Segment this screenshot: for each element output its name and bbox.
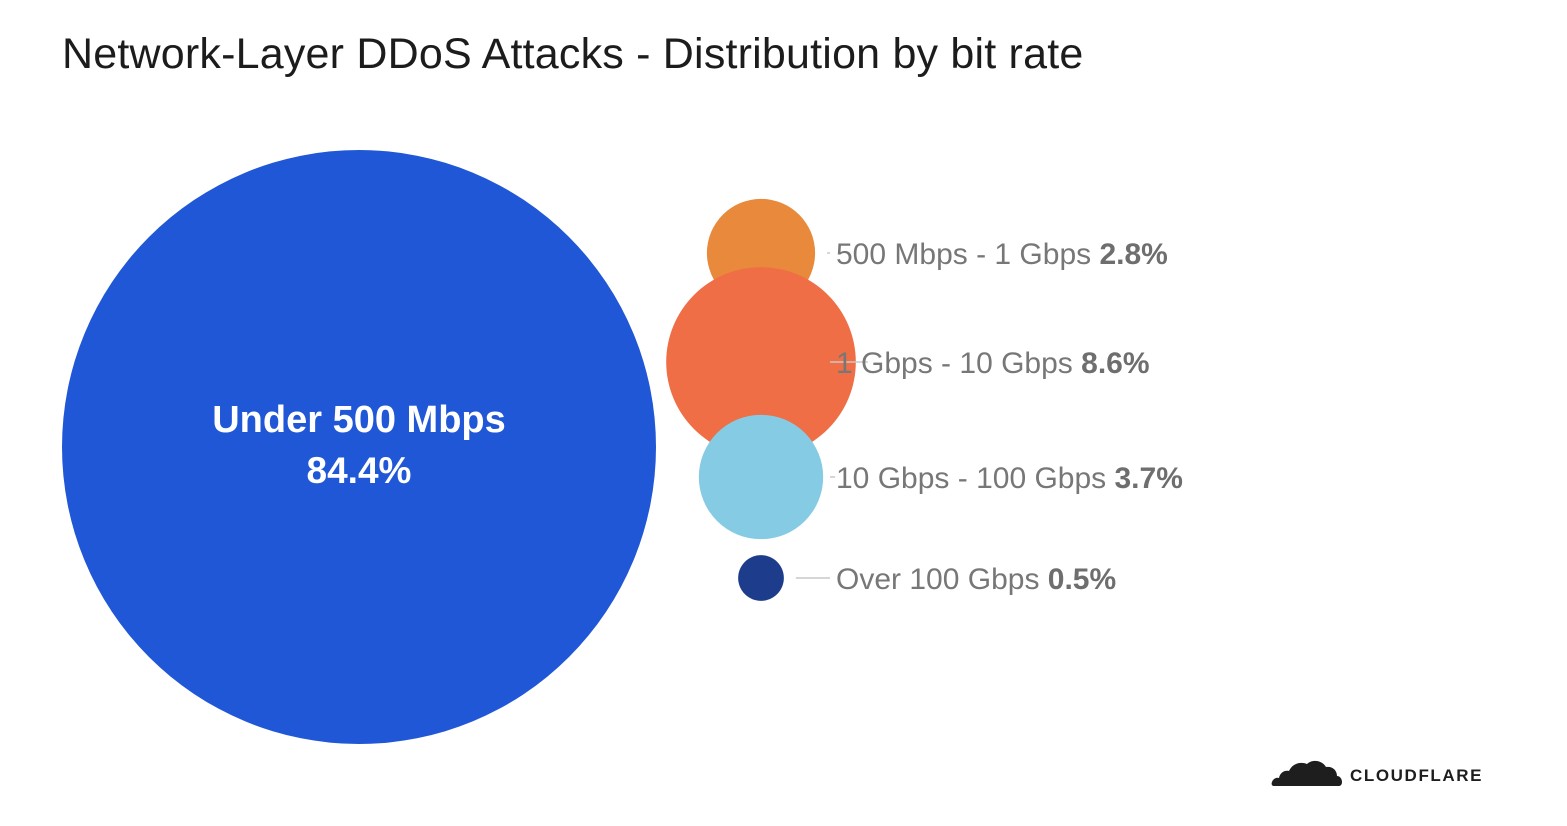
legend-category-4: Over 100 Gbps bbox=[836, 563, 1048, 596]
legend-value-3: 3.7% bbox=[1115, 462, 1183, 495]
legend-category-2: 1 Gbps - 10 Gbps bbox=[836, 347, 1081, 380]
chart-title: Network-Layer DDoS Attacks - Distributio… bbox=[62, 30, 1084, 78]
legend-value-1: 2.8% bbox=[1099, 238, 1167, 271]
legend-label-4: Over 100 Gbps 0.5% bbox=[836, 563, 1116, 596]
cloud-icon bbox=[1271, 760, 1342, 786]
bubble-label-value: 84.4% bbox=[307, 450, 412, 491]
legend-category-1: 500 Mbps - 1 Gbps bbox=[836, 238, 1099, 271]
legend-label-2: 1 Gbps - 10 Gbps 8.6% bbox=[836, 347, 1150, 380]
bubble-2 bbox=[666, 267, 856, 457]
bubble-label-category: Under 500 Mbps bbox=[212, 399, 506, 441]
bubble-3 bbox=[698, 414, 824, 540]
brand-wordmark: CLOUDFLARE bbox=[1350, 766, 1484, 785]
bubble-4 bbox=[738, 555, 784, 601]
bubble-under-500-mbps bbox=[62, 150, 656, 744]
cloudflare-logo: CLOUDFLARE bbox=[1270, 750, 1510, 790]
legend-value-4: 0.5% bbox=[1048, 563, 1116, 596]
legend-label-3: 10 Gbps - 100 Gbps 3.7% bbox=[836, 462, 1183, 495]
legend-value-2: 8.6% bbox=[1081, 347, 1149, 380]
legend-category-3: 10 Gbps - 100 Gbps bbox=[836, 462, 1115, 495]
legend-label-1: 500 Mbps - 1 Gbps 2.8% bbox=[836, 238, 1168, 271]
